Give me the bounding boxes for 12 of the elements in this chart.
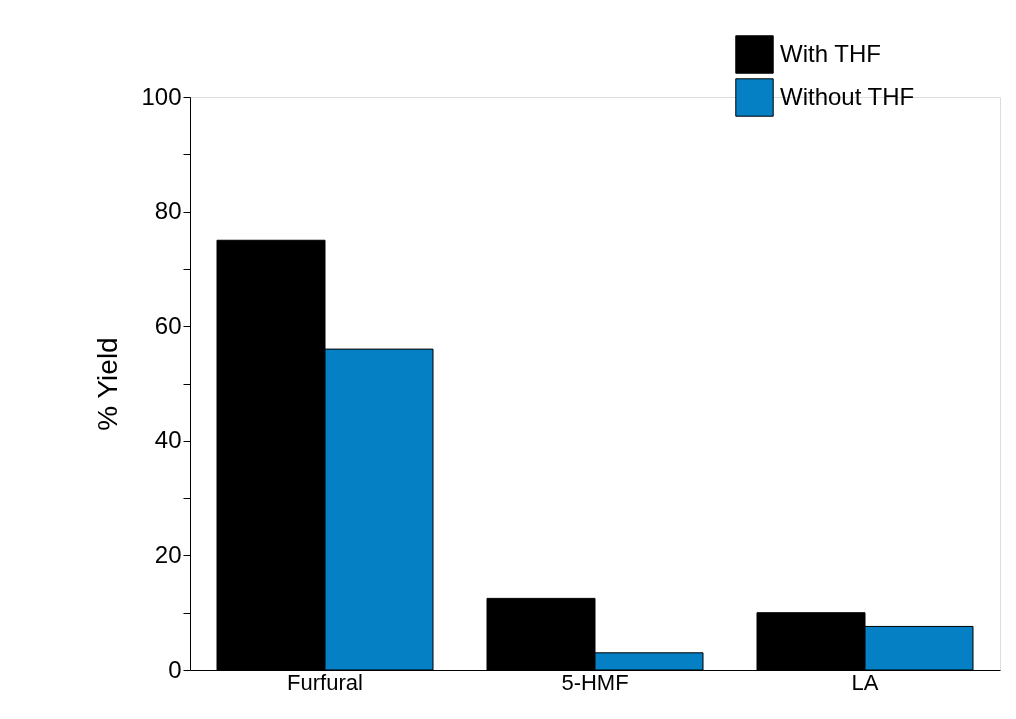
y-tick-label: 40 xyxy=(154,426,182,454)
y-axis-title: % Yield xyxy=(92,337,124,431)
y-tick-label: 20 xyxy=(154,540,182,568)
y-tick-label: 100 xyxy=(141,82,182,110)
legend-label: Without THF xyxy=(780,82,915,110)
y-tick-label: 0 xyxy=(168,655,182,683)
y-tick-label: 60 xyxy=(154,311,182,339)
y-tick-label: 80 xyxy=(154,197,182,225)
legend-label: With THF xyxy=(780,39,881,67)
x-tick-label: Furfural xyxy=(287,669,363,695)
x-tick-label: LA xyxy=(851,669,879,695)
x-tick-label: 5-HMF xyxy=(561,669,629,695)
